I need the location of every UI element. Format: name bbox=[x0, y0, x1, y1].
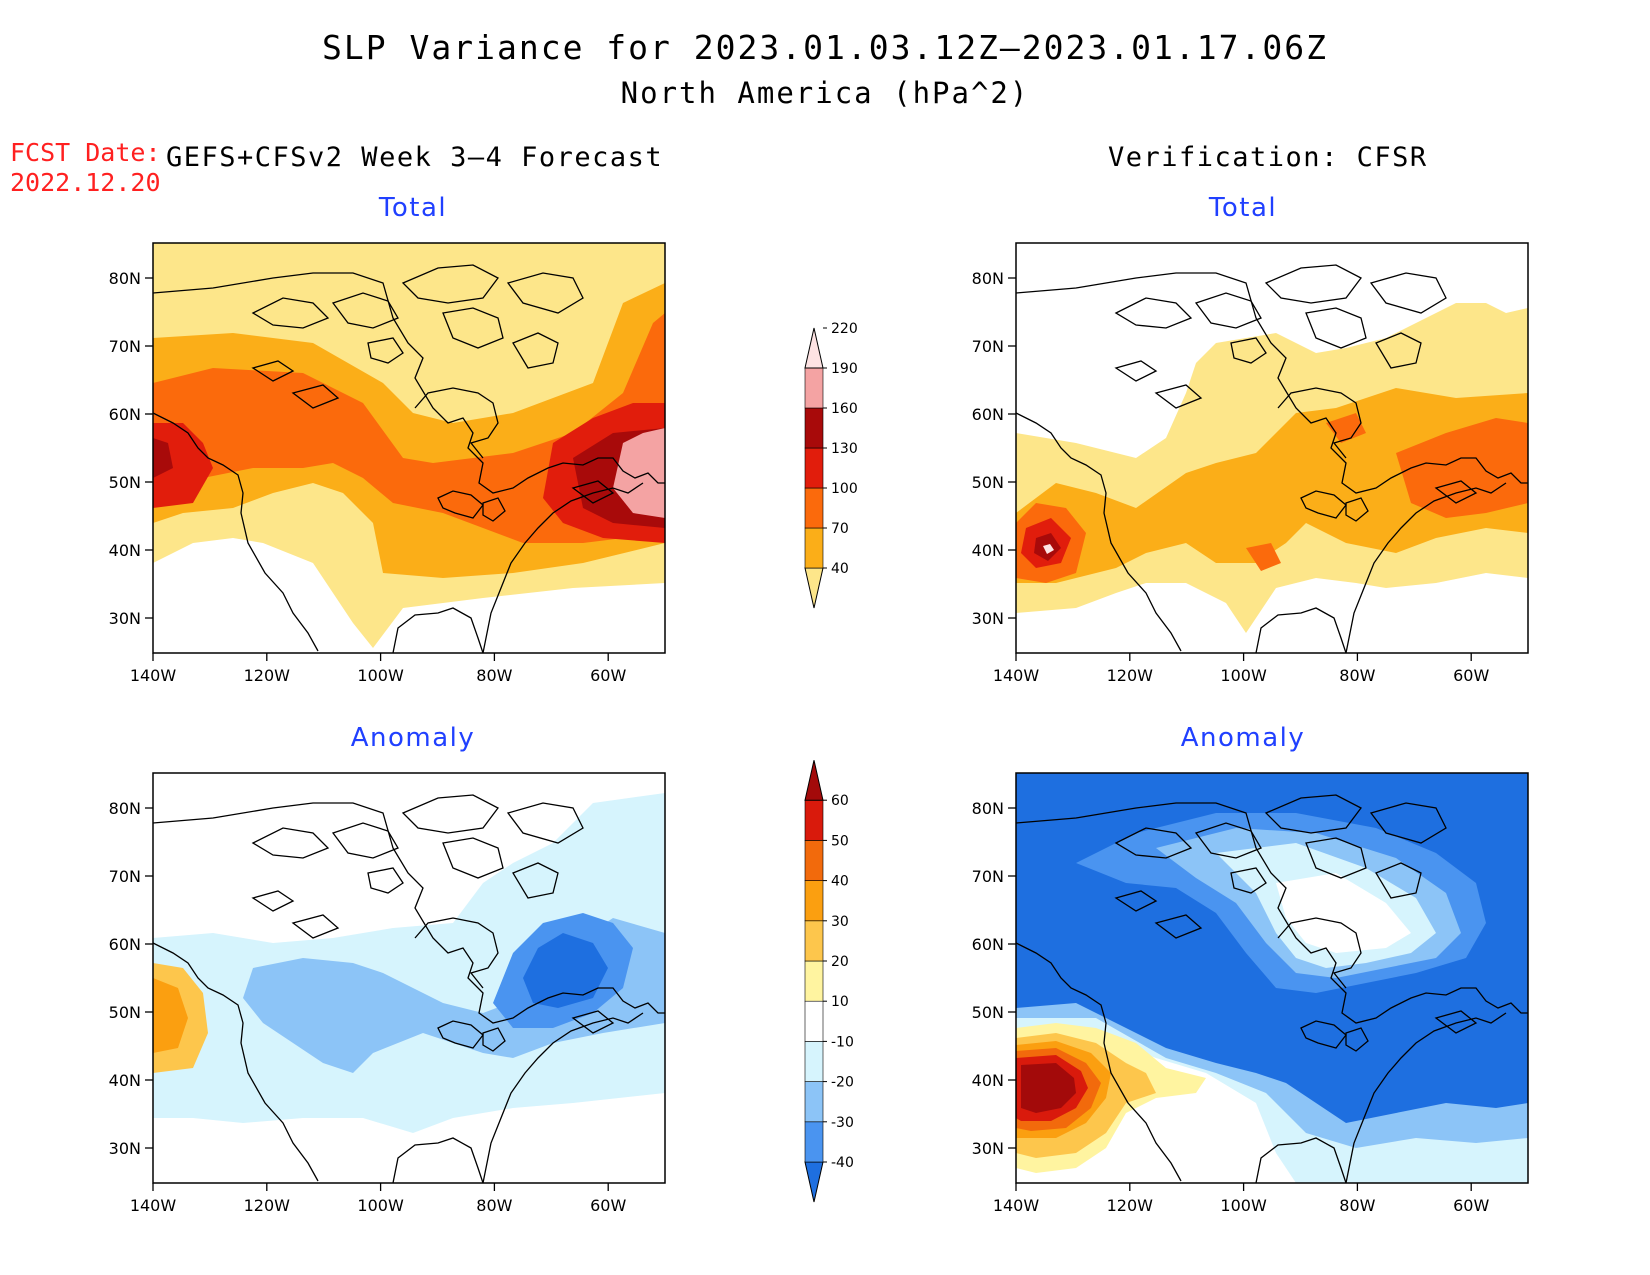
lat-tick-label: 60N bbox=[109, 935, 141, 954]
lon-tick-label: 100W bbox=[1220, 666, 1267, 685]
colorbar-label: 10 bbox=[831, 994, 849, 1010]
lon-tick-label: 60W bbox=[1453, 1196, 1489, 1215]
lon-tick-label: 80W bbox=[476, 666, 512, 685]
colorbar-swatch bbox=[804, 1121, 824, 1163]
colorbar-low-arrow bbox=[804, 1161, 824, 1203]
panel-label-forecast-total: Total bbox=[378, 193, 448, 223]
colorbar-swatch bbox=[804, 920, 824, 962]
lat-tick-label: 60N bbox=[972, 935, 1004, 954]
chart-subtitle: North America (hPa^2) bbox=[620, 76, 1030, 110]
lat-tick-label: 40N bbox=[109, 1071, 141, 1090]
colorbar-label: 190 bbox=[831, 361, 858, 377]
lon-tick-label: 120W bbox=[1107, 1196, 1154, 1215]
lat-tick-label: 30N bbox=[972, 609, 1004, 628]
lon-tick-label: 120W bbox=[244, 1196, 291, 1215]
colorbar-label: 100 bbox=[831, 481, 858, 497]
colorbar-high-arrow bbox=[804, 327, 824, 369]
chart-title: SLP Variance for 2023.01.03.12Z–2023.01.… bbox=[322, 28, 1328, 67]
colorbar-label: 40 bbox=[831, 874, 849, 890]
lon-tick-label: 80W bbox=[1339, 1196, 1375, 1215]
forecast-total-map bbox=[152, 242, 666, 654]
colorbar-swatch bbox=[804, 527, 824, 569]
colorbar-low-arrow bbox=[804, 567, 824, 609]
total-colorbar: 40 70 100 130 160 190 220 bbox=[804, 321, 858, 609]
panel-label-verification-total: Total bbox=[1208, 193, 1278, 223]
colorbar-label: 70 bbox=[831, 521, 849, 537]
colorbar-label: 40 bbox=[831, 561, 849, 577]
lat-tick-label: 80N bbox=[109, 269, 141, 288]
colorbar-swatch bbox=[804, 447, 824, 489]
colorbar-label: -40 bbox=[831, 1155, 854, 1171]
lat-tick-label: 50N bbox=[109, 1003, 141, 1022]
colorbar-label: -10 bbox=[831, 1034, 854, 1050]
colorbar-swatch bbox=[804, 880, 824, 922]
lat-tick-label: 30N bbox=[972, 1139, 1004, 1158]
lat-tick-label: 70N bbox=[109, 337, 141, 356]
lat-tick-label: 80N bbox=[972, 269, 1004, 288]
lat-tick-label: 60N bbox=[972, 405, 1004, 424]
forecast-anomaly-map bbox=[152, 772, 666, 1184]
lat-tick-label: 80N bbox=[109, 799, 141, 818]
lat-tick-label: 50N bbox=[972, 473, 1004, 492]
lat-tick-label: 40N bbox=[972, 1071, 1004, 1090]
colorbar-label: 50 bbox=[831, 833, 849, 849]
colorbar-label: 60 bbox=[831, 793, 849, 809]
colorbar-swatch bbox=[804, 840, 824, 881]
lon-tick-label: 80W bbox=[1339, 666, 1375, 685]
colorbar-label: 130 bbox=[831, 441, 858, 457]
anomaly-colorbar: -40 -30 -20 -10 10 20 30 40 50 60 bbox=[804, 760, 854, 1203]
colorbar-swatch bbox=[804, 487, 824, 529]
lon-tick-label: 140W bbox=[993, 666, 1040, 685]
colorbar-swatch bbox=[804, 1041, 824, 1082]
panel-label-verification-anomaly: Anomaly bbox=[1180, 723, 1306, 753]
lat-tick-label: 30N bbox=[109, 1139, 141, 1158]
colorbar-swatch bbox=[804, 799, 824, 841]
map-axes: 80N 70N 60N 50N 40N 30N 140W 120W 100W 80W 60W 80N 7… bbox=[109, 269, 1490, 1215]
left-heading: GEFS+CFSv2 Week 3–4 Forecast bbox=[166, 142, 664, 173]
lat-tick-label: 50N bbox=[972, 1003, 1004, 1022]
verification-anomaly-map bbox=[1015, 772, 1529, 1184]
lat-tick-label: 70N bbox=[972, 337, 1004, 356]
colorbar-label: 160 bbox=[831, 401, 858, 417]
lat-tick-label: 70N bbox=[972, 867, 1004, 886]
verification-total-map bbox=[1015, 242, 1529, 654]
colorbar-swatch bbox=[804, 1000, 824, 1042]
panel-label-forecast-anomaly: Anomaly bbox=[350, 723, 476, 753]
fcst-date: FCST Date: 2022.12.20 bbox=[10, 138, 161, 198]
lon-tick-label: 120W bbox=[1107, 666, 1154, 685]
lat-tick-label: 60N bbox=[109, 405, 141, 424]
lon-tick-label: 120W bbox=[244, 666, 291, 685]
lat-tick-label: 70N bbox=[109, 867, 141, 886]
colorbar-swatch bbox=[804, 367, 824, 409]
lon-tick-label: 140W bbox=[130, 666, 177, 685]
colorbar-swatch bbox=[804, 960, 824, 1002]
colorbar-swatch bbox=[804, 407, 824, 449]
lat-tick-label: 40N bbox=[972, 541, 1004, 560]
fcst-date-label: FCST Date: bbox=[10, 138, 161, 167]
fcst-date-value: 2022.12.20 bbox=[10, 168, 161, 197]
colorbar-label: 20 bbox=[831, 954, 849, 970]
colorbar-label: -30 bbox=[831, 1115, 854, 1131]
lat-tick-label: 50N bbox=[109, 473, 141, 492]
lon-tick-label: 100W bbox=[357, 666, 404, 685]
lon-tick-label: 60W bbox=[590, 666, 626, 685]
lon-tick-label: 80W bbox=[476, 1196, 512, 1215]
lon-tick-label: 100W bbox=[1220, 1196, 1267, 1215]
colorbar-label: -20 bbox=[831, 1075, 854, 1091]
colorbar-swatch bbox=[804, 1081, 824, 1123]
lon-tick-label: 140W bbox=[993, 1196, 1040, 1215]
lat-tick-label: 30N bbox=[109, 609, 141, 628]
lon-tick-label: 140W bbox=[130, 1196, 177, 1215]
colorbar-high-arrow bbox=[804, 760, 824, 801]
lat-tick-label: 40N bbox=[109, 541, 141, 560]
colorbar-label: 220 bbox=[831, 321, 858, 337]
colorbar-label: 30 bbox=[831, 914, 849, 930]
lon-tick-label: 60W bbox=[590, 1196, 626, 1215]
lat-tick-label: 80N bbox=[972, 799, 1004, 818]
lon-tick-label: 100W bbox=[357, 1196, 404, 1215]
right-heading: Verification: CFSR bbox=[1108, 142, 1428, 173]
lon-tick-label: 60W bbox=[1453, 666, 1489, 685]
